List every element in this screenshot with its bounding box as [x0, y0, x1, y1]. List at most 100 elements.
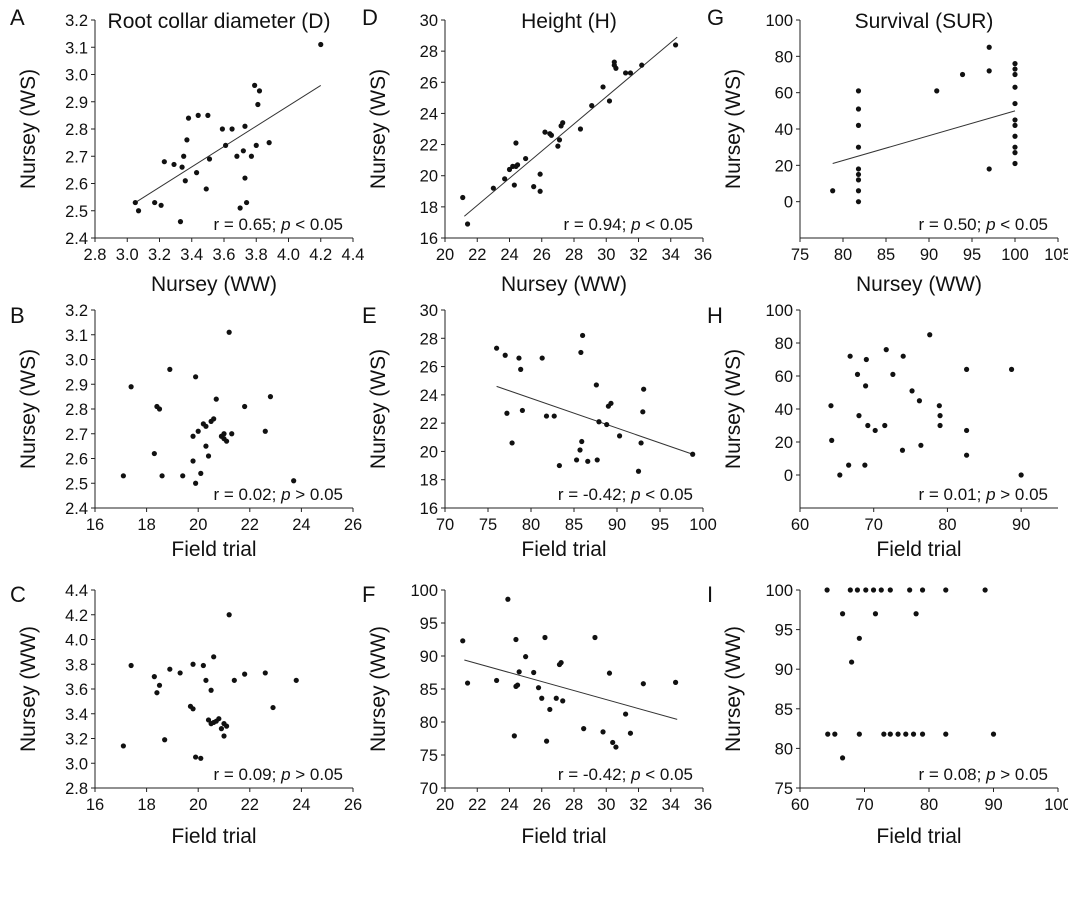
data-point: [234, 153, 240, 159]
data-point: [190, 661, 196, 667]
y-tick-label: 3.0: [65, 67, 88, 85]
x-tick-label: 3.6: [213, 246, 236, 264]
y-tick-label: 3.4: [65, 706, 88, 724]
x-tick-label: 16: [86, 516, 104, 534]
correlation-stat: r = 0.01; p > 0.05: [918, 485, 1048, 504]
data-point: [190, 706, 196, 712]
y-tick-label: 0: [784, 194, 793, 212]
data-point: [641, 386, 647, 392]
data-point: [585, 458, 591, 464]
data-point: [1012, 84, 1018, 90]
y-tick-label: 2.4: [65, 230, 88, 248]
data-point: [229, 126, 235, 132]
data-point: [185, 115, 192, 121]
data-point: [494, 345, 500, 351]
data-point: [248, 153, 255, 159]
x-tick-label: 95: [963, 246, 981, 264]
panel-i: I 75 80 85 90 95 100 60 70 80 90 100 Field trial Nurs…: [707, 582, 1068, 848]
panel-g: G Survival (SUR) 0 20 40 60 80 100 75 80 85 90 95 100…: [707, 5, 1068, 296]
y-tick-label: 3.2: [65, 731, 88, 749]
data-point: [270, 704, 276, 711]
y-tick-label: 80: [775, 335, 793, 353]
y-tick-label: 3.1: [65, 39, 88, 57]
data-point: [542, 129, 548, 135]
data-point: [195, 112, 201, 118]
data-point: [179, 164, 185, 170]
y-axis-label: Nursey (WS): [367, 69, 390, 189]
y-tick-label: 16: [420, 500, 438, 518]
data-point: [518, 366, 524, 372]
data-point: [672, 42, 679, 48]
data-point: [963, 366, 970, 372]
x-tick-label: 28: [565, 246, 583, 264]
data-point: [162, 737, 168, 743]
x-tick-label: 24: [292, 796, 310, 814]
x-tick-label: 32: [629, 796, 647, 814]
y-tick-label: 26: [420, 359, 438, 377]
y-axis-label: Nursey (WS): [722, 349, 745, 469]
data-point: [830, 188, 836, 194]
data-point: [159, 473, 165, 479]
data-point: [863, 587, 869, 593]
y-tick-label: 75: [775, 780, 793, 798]
data-point: [253, 142, 259, 148]
x-tick-label: 60: [791, 796, 809, 814]
x-tick-label: 80: [938, 516, 956, 534]
x-axis-label: Field trial: [171, 825, 256, 848]
data-point: [604, 421, 610, 428]
x-tick-label: 60: [791, 516, 809, 534]
panel-letter: E: [362, 303, 377, 328]
data-point: [240, 148, 246, 154]
y-tick-label: 70: [420, 780, 438, 798]
data-point: [863, 383, 869, 389]
data-point: [899, 447, 906, 453]
data-point: [198, 755, 204, 761]
data-point: [464, 221, 471, 227]
data-point: [640, 681, 646, 687]
y-tick-label: 3.6: [65, 681, 88, 699]
y-axis-label: Nursey (WW): [722, 626, 745, 752]
data-point: [190, 433, 196, 439]
correlation-stat: r = -0.42; p < 0.05: [558, 485, 693, 504]
data-point: [293, 677, 299, 683]
y-tick-label: 4.4: [65, 582, 88, 600]
x-tick-label: 24: [500, 246, 518, 264]
x-tick-label: 3.4: [180, 246, 203, 264]
data-point: [839, 755, 846, 761]
data-point: [551, 413, 557, 419]
x-axis-label: Nursey (WW): [501, 273, 627, 296]
data-point: [616, 433, 623, 439]
data-point: [943, 587, 949, 593]
y-tick-label: 95: [775, 622, 793, 640]
x-tick-label: 24: [292, 516, 310, 534]
y-tick-label: 20: [775, 157, 793, 175]
data-point: [193, 754, 199, 760]
x-tick-label: 95: [651, 516, 669, 534]
correlation-stat: r = -0.42; p < 0.05: [558, 765, 693, 784]
data-point: [200, 662, 206, 669]
data-point: [1012, 71, 1018, 78]
y-tick-label: 100: [410, 582, 438, 600]
correlation-stat: r = 0.94; p < 0.05: [563, 215, 693, 234]
x-tick-label: 18: [137, 516, 155, 534]
data-point: [226, 329, 232, 335]
data-point: [913, 611, 919, 617]
data-point: [1012, 122, 1018, 128]
data-point: [511, 182, 517, 188]
x-tick-label: 26: [344, 516, 362, 534]
data-point: [266, 140, 272, 146]
data-point: [513, 140, 519, 146]
y-tick-label: 85: [775, 701, 793, 719]
y-tick-label: 2.8: [65, 780, 88, 798]
data-point: [531, 669, 537, 676]
x-axis-label: Nursey (WW): [151, 273, 277, 296]
x-tick-label: 24: [500, 796, 518, 814]
x-tick-label: 34: [662, 796, 680, 814]
data-point: [986, 166, 992, 172]
y-tick-label: 2.5: [65, 475, 88, 493]
x-tick-label: 80: [920, 796, 938, 814]
data-point: [242, 175, 248, 181]
x-tick-label: 85: [565, 516, 583, 534]
data-point: [208, 687, 214, 693]
x-axis-label: Field trial: [521, 538, 606, 561]
